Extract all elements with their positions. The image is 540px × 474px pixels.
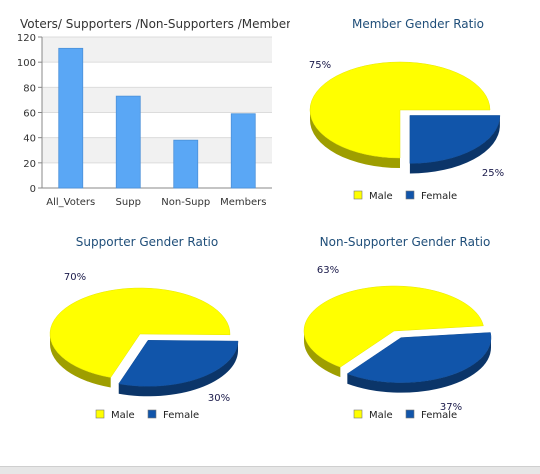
legend-swatch [354,410,362,418]
legend-swatch [148,410,156,418]
x-tick-label: Members [220,197,266,208]
pie-slice [119,340,238,386]
legend-swatch [406,191,414,199]
member-pie-chart: Member Gender Ratio 75% 25% Male Female [290,0,540,225]
x-tick-label: All_Voters [46,197,95,208]
supporter-pie-chart: Supporter Gender Ratio 70% 30% Male Female [20,225,285,440]
legend-swatch [354,191,362,199]
legend-label: Male [369,410,393,421]
bar [174,140,198,188]
chart-title: Non-Supporter Gender Ratio [320,235,491,249]
data-label: 63% [317,265,339,276]
bar-chart: Voters/ Supporters /Non-Supporters /Memb… [0,0,290,225]
x-tick-label: Supp [116,197,141,208]
x-tick-label: Non-Supp [161,197,210,208]
pie-slice [410,115,500,163]
data-label: 25% [482,168,504,179]
chart-title: Supporter Gender Ratio [76,235,218,249]
data-label: 70% [64,272,86,283]
legend-label: Female [421,191,457,202]
bar [116,96,140,188]
legend-label: Female [421,410,457,421]
data-label: 30% [208,393,230,404]
y-tick-label: 20 [23,159,36,170]
y-tick-label: 100 [17,58,36,69]
legend-label: Male [111,410,135,421]
bar [59,48,83,188]
legend-label: Female [163,410,199,421]
legend-label: Male [369,191,393,202]
y-tick-label: 40 [23,134,36,145]
y-tick-label: 120 [17,33,36,44]
supporter-pie-panel: Supporter Gender Ratio 70% 30% Male Female [20,225,285,440]
legend-swatch [406,410,414,418]
chart-title: Member Gender Ratio [352,17,484,31]
member-pie-panel: Member Gender Ratio 75% 25% Male Female [290,0,540,225]
bar [231,114,255,188]
y-tick-label: 80 [23,83,36,94]
chart-title: Voters/ Supporters /Non-Supporters /Memb… [20,17,290,31]
data-label: 75% [309,60,331,71]
y-tick-label: 60 [23,109,36,120]
y-tick-label: 0 [30,184,36,195]
bar-chart-panel: Voters/ Supporters /Non-Supporters /Memb… [0,0,290,225]
legend-swatch [96,410,104,418]
